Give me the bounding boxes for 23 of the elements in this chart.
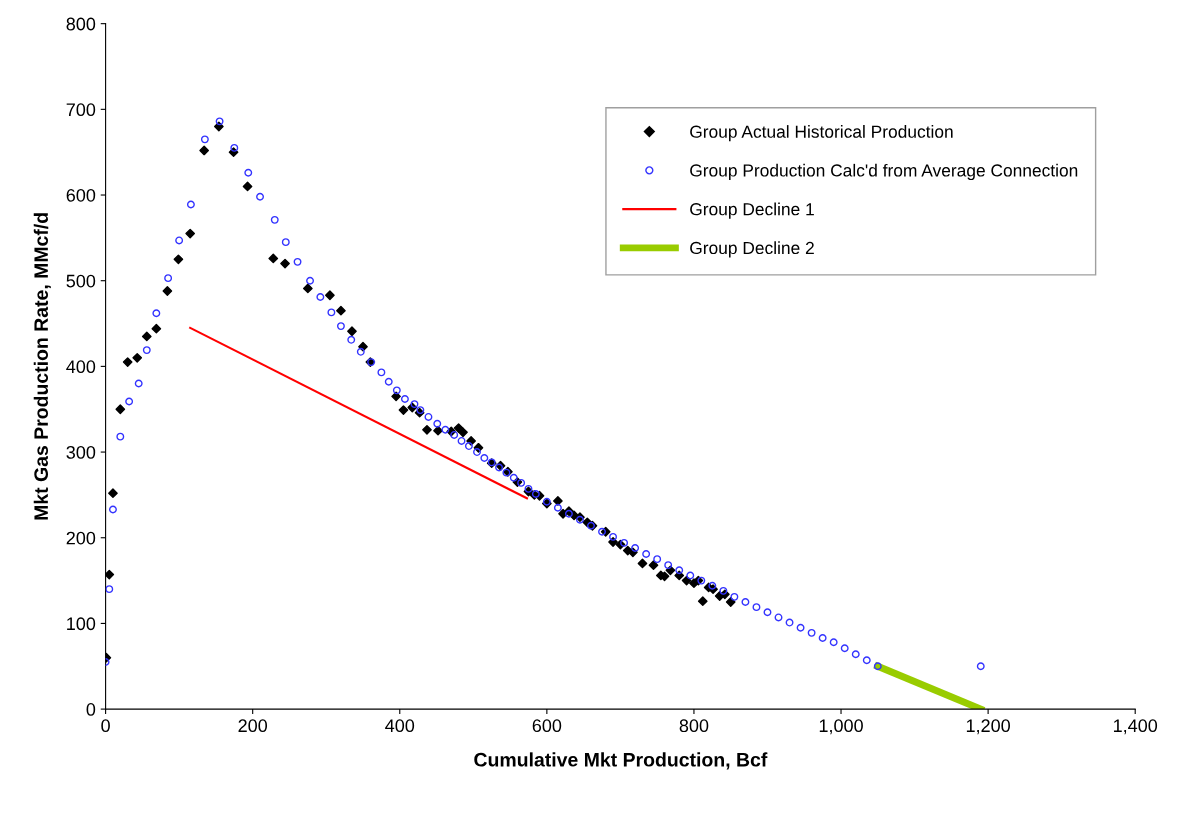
y-tick-label: 200 xyxy=(66,531,96,545)
x-tick-label: 200 xyxy=(238,719,268,733)
y-tick-label: 400 xyxy=(66,360,96,374)
legend-label: Group Decline 1 xyxy=(690,202,814,219)
x-tick-label: 600 xyxy=(532,719,562,733)
y-tick-label: 800 xyxy=(66,17,96,31)
y-tick-label: 500 xyxy=(66,274,96,288)
y-tick-label: 0 xyxy=(86,703,96,716)
legend-label: Group Production Calc'd from Average Connection xyxy=(690,163,1078,181)
y-tick-label: 700 xyxy=(66,103,96,117)
legend-label: Group Actual Historical Production xyxy=(690,125,953,142)
x-tick-label: 1,000 xyxy=(819,719,863,735)
x-tick-label: 1,400 xyxy=(1113,719,1158,735)
y-tick-label: 600 xyxy=(66,188,96,202)
y-tick-label: 300 xyxy=(66,446,96,459)
y-axis-title: Mkt Gas Production Rate, MMcf/d xyxy=(33,213,51,520)
x-tick-label: 800 xyxy=(679,719,709,733)
x-tick-label: 0 xyxy=(101,719,110,733)
x-tick-label: 400 xyxy=(385,719,415,733)
y-tick-label: 100 xyxy=(67,617,96,631)
x-tick-label: 1,200 xyxy=(966,719,1010,735)
x-axis-title: Cumulative Mkt Production, Bcf xyxy=(474,752,768,770)
legend-label: Group Decline 2 xyxy=(690,241,814,258)
